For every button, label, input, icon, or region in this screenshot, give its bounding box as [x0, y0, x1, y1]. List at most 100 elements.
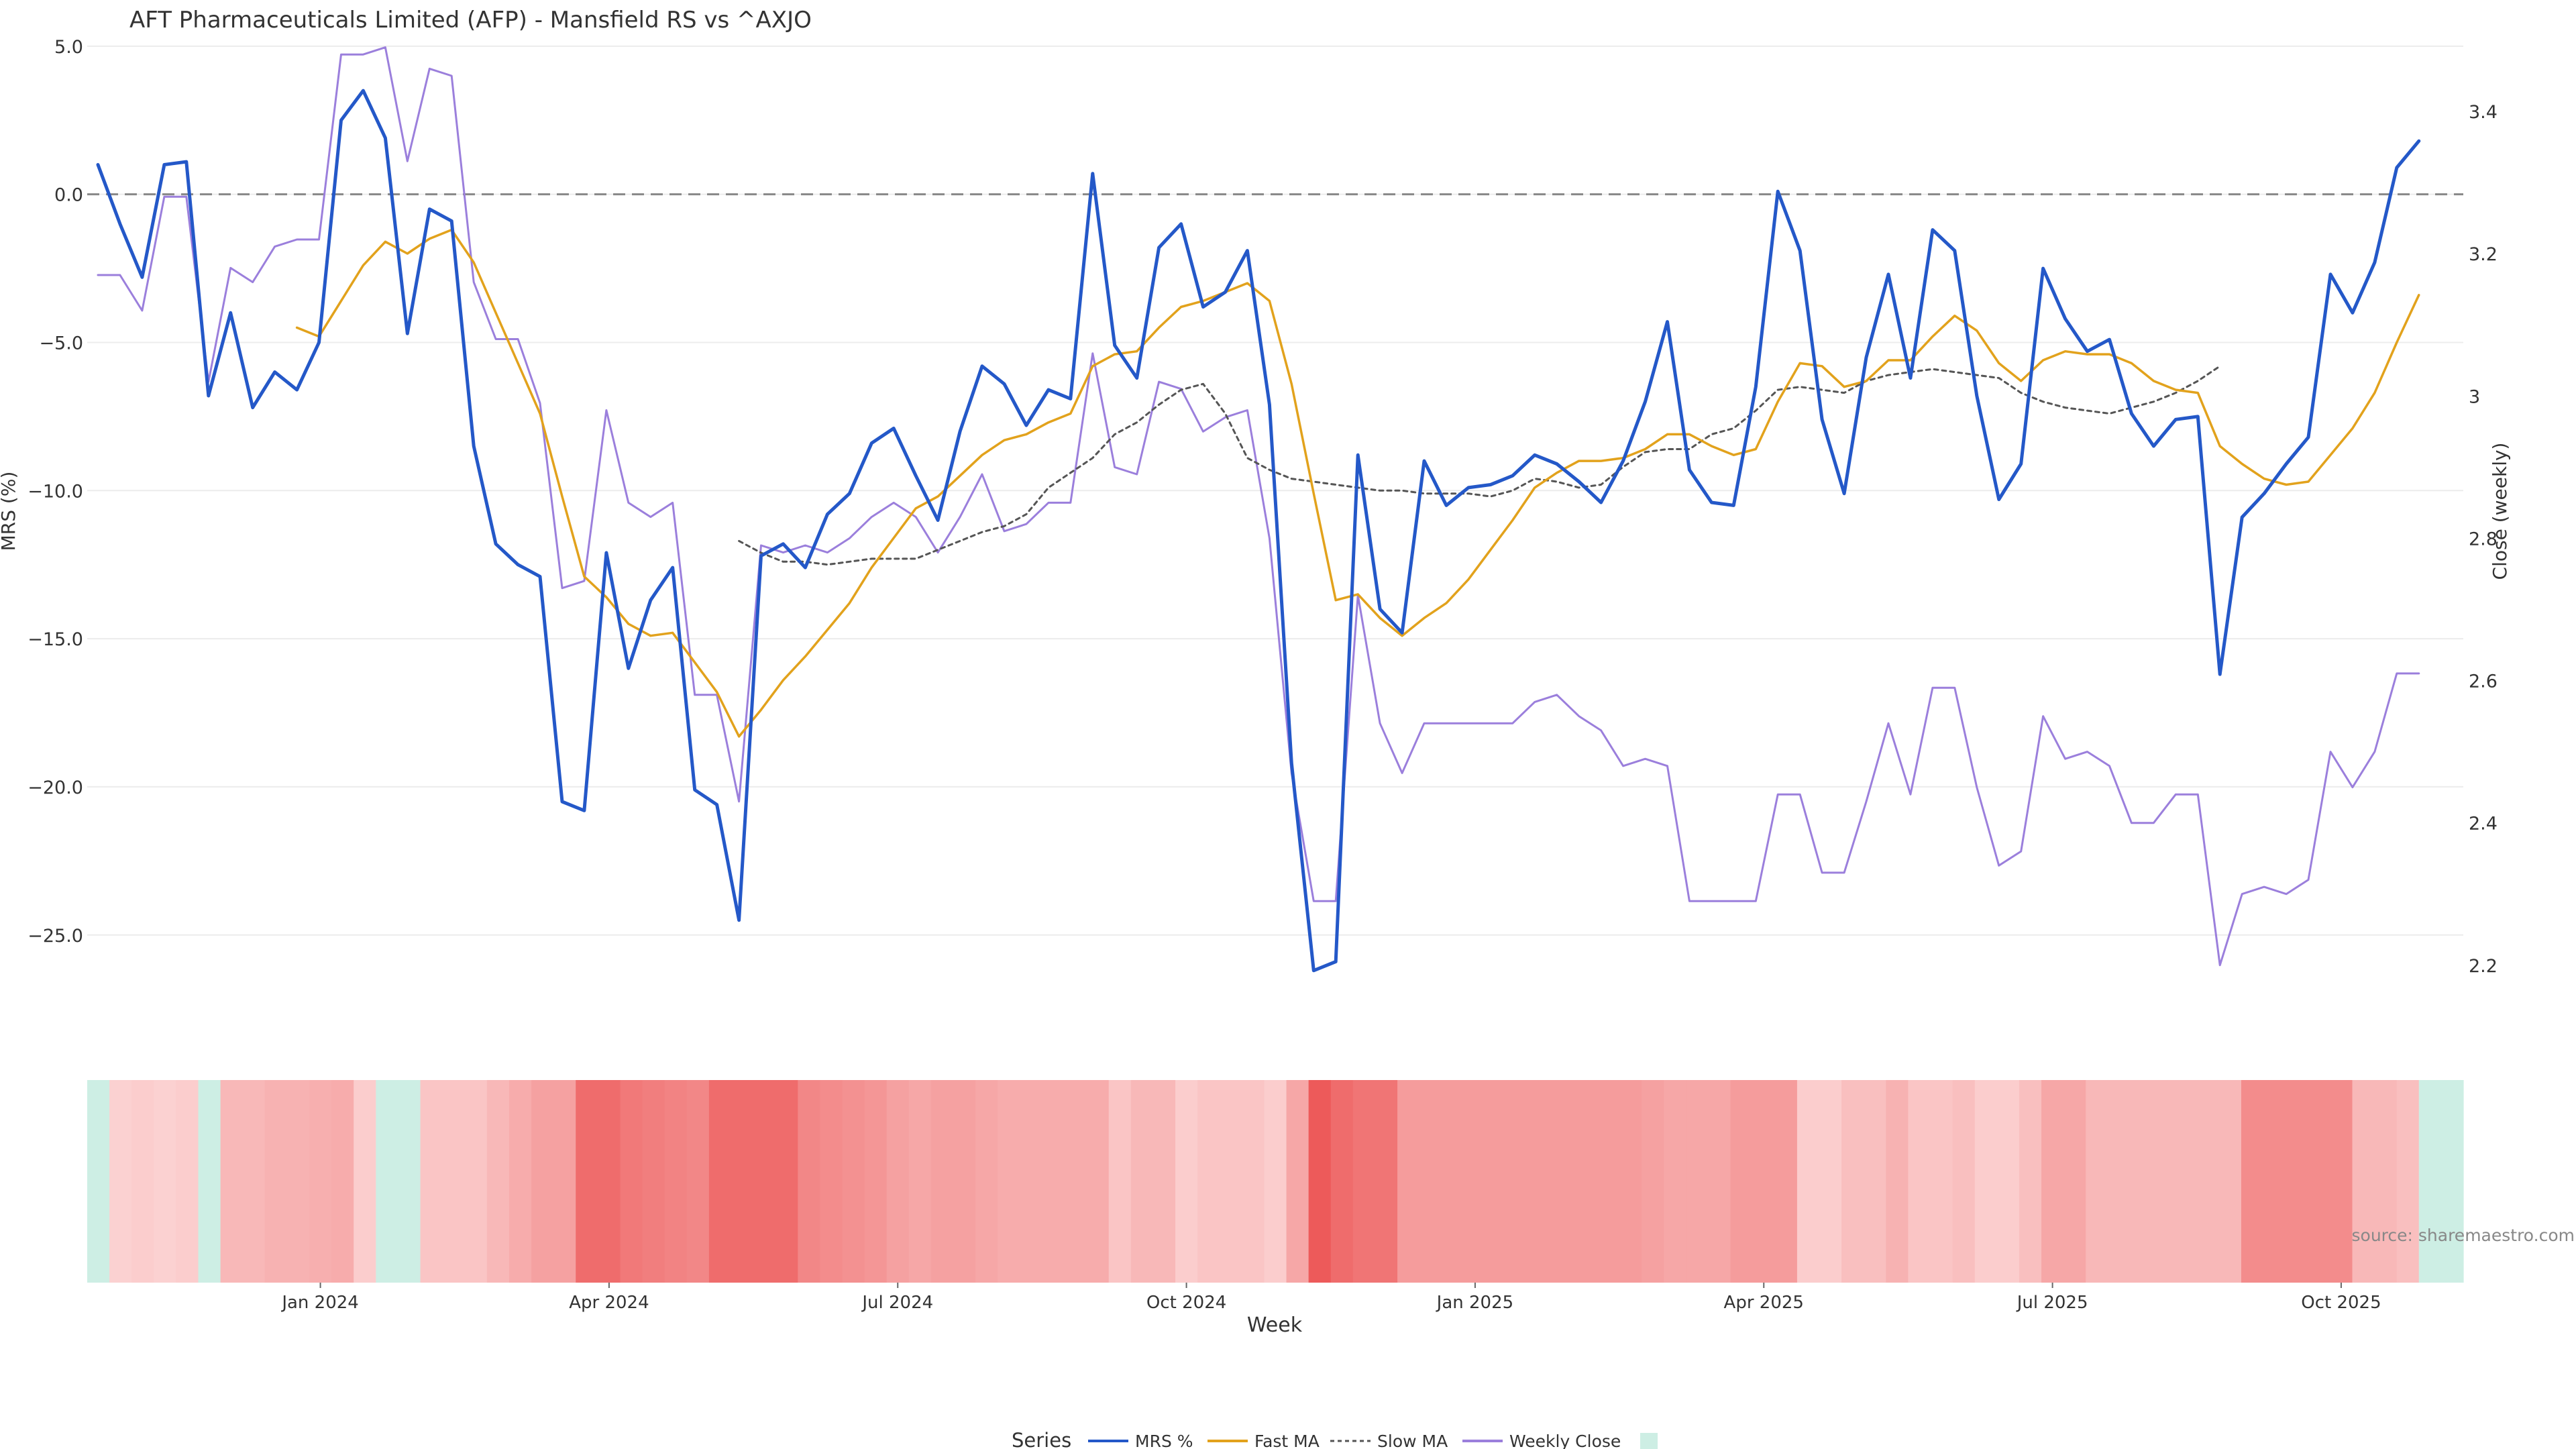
x-tick-label: Jul 2024	[861, 1293, 933, 1313]
heat-cell	[1930, 1080, 1953, 1283]
heat-cell	[2418, 1080, 2442, 1283]
heat-cell	[798, 1080, 820, 1283]
heat-cell	[842, 1080, 865, 1283]
series-slow-ma	[738, 365, 2221, 566]
heat-cell	[442, 1080, 466, 1283]
right-y-axis-label: Close (weekly)	[2489, 443, 2511, 580]
heat-cell	[154, 1080, 177, 1283]
heat-cell	[2108, 1080, 2131, 1283]
heat-cell	[1796, 1080, 1820, 1283]
heat-cell	[486, 1080, 510, 1283]
heat-cell	[1064, 1080, 1087, 1283]
heat-cell	[1730, 1080, 1754, 1283]
heat-cell	[464, 1080, 488, 1283]
heat-cell	[1152, 1080, 1176, 1283]
heat-cell	[376, 1080, 399, 1283]
heat-cell	[1286, 1080, 1309, 1283]
legend-item-label: Fast MA	[1254, 1432, 1320, 1449]
left-y-tick-label: −25.0	[28, 926, 83, 947]
heat-cell	[1708, 1080, 1731, 1283]
x-tick-label: Apr 2024	[569, 1293, 649, 1313]
right-y-axis: 3.4 3.2 3 2.8 2.6 2.4 2.2 Close (weekly)	[2469, 102, 2511, 977]
heat-cell	[354, 1080, 376, 1283]
right-y-tick-label: 3	[2469, 386, 2480, 407]
heat-cell	[576, 1080, 598, 1283]
right-y-tick-label: 2.2	[2469, 956, 2498, 977]
heat-cell	[2041, 1080, 2064, 1283]
heat-cell	[87, 1080, 110, 1283]
heat-cell	[775, 1080, 798, 1283]
legend-title: Series	[1012, 1429, 1071, 1449]
left-y-tick-label: −15.0	[28, 629, 83, 650]
heat-cell	[753, 1080, 776, 1283]
heat-cell	[1442, 1080, 1464, 1283]
heat-cell	[2196, 1080, 2220, 1283]
left-y-tick-label: −5.0	[39, 333, 83, 354]
heat-cell	[820, 1080, 843, 1283]
heat-cell	[398, 1080, 421, 1283]
heat-cell	[1108, 1080, 1132, 1283]
legend-item-label: MRS %	[1135, 1432, 1193, 1449]
heat-cell	[1175, 1080, 1198, 1283]
heat-cell	[1908, 1080, 1931, 1283]
heat-cell	[286, 1080, 310, 1283]
heat-cell	[642, 1080, 665, 1283]
heat-cell	[109, 1080, 132, 1283]
heat-cell	[2174, 1080, 2198, 1283]
heat-cell	[1774, 1080, 1798, 1283]
heat-cell	[1619, 1080, 1642, 1283]
heat-cell	[1530, 1080, 1554, 1283]
heat-cell	[2241, 1080, 2264, 1283]
heat-cell	[1642, 1080, 1664, 1283]
x-tick-label: Jul 2025	[2016, 1293, 2088, 1313]
heat-cell	[1352, 1080, 1376, 1283]
heat-cell	[331, 1080, 354, 1283]
heat-cell	[2440, 1080, 2464, 1283]
heat-cell	[131, 1080, 154, 1283]
heat-cell	[198, 1080, 221, 1283]
heat-cell	[531, 1080, 554, 1283]
heat-cell	[309, 1080, 332, 1283]
heat-cell	[2086, 1080, 2108, 1283]
right-y-tick-label: 2.4	[2469, 814, 2498, 835]
heat-cell	[2374, 1080, 2398, 1283]
heat-cell	[1464, 1080, 1487, 1283]
legend-item-label: Weekly Close	[1509, 1432, 1621, 1449]
heat-cell	[1552, 1080, 1576, 1283]
heat-cell	[1664, 1080, 1686, 1283]
heat-cell	[708, 1080, 732, 1283]
heat-cell	[731, 1080, 754, 1283]
series-fast-ma	[295, 228, 2420, 738]
heat-cell	[2330, 1080, 2353, 1283]
heat-cell	[1197, 1080, 1220, 1283]
heat-cell	[1220, 1080, 1242, 1283]
heat-cell	[1242, 1080, 1265, 1283]
heat-cell	[1597, 1080, 1620, 1283]
heat-cell	[1308, 1080, 1332, 1283]
heat-cell	[1752, 1080, 1776, 1283]
right-y-tick-label: 3.4	[2469, 102, 2498, 123]
legend-item-label: Slow MA	[1377, 1432, 1448, 1449]
x-tick-label: Oct 2025	[2301, 1293, 2381, 1313]
x-axis: Jan 2024 Apr 2024 Jul 2024 Oct 2024 Jan 2025…	[280, 1283, 2381, 1313]
heat-cell	[2152, 1080, 2176, 1283]
heat-cell	[2396, 1080, 2420, 1283]
heat-cell	[1686, 1080, 1709, 1283]
x-tick-label: Jan 2024	[280, 1293, 359, 1313]
heat-cell	[1886, 1080, 1909, 1283]
heat-cell	[553, 1080, 576, 1283]
heat-cell	[908, 1080, 932, 1283]
heat-cell	[1042, 1080, 1065, 1283]
heat-cell	[1397, 1080, 1420, 1283]
heat-cell	[1130, 1080, 1154, 1283]
left-y-tick-label: 5.0	[54, 37, 83, 58]
right-y-tick-label: 2.6	[2469, 672, 2498, 692]
heat-cell	[1330, 1080, 1354, 1283]
x-axis-label: Week	[1247, 1313, 1303, 1337]
right-y-tick-label: 2.8	[2469, 529, 2498, 549]
left-y-axis: 5.0 0.0 −5.0 −10.0 −15.0 −20.0 −25.0 MRS (%)	[0, 37, 83, 947]
heat-cell	[508, 1080, 532, 1283]
heat-cell	[975, 1080, 998, 1283]
heat-cell	[620, 1080, 643, 1283]
heat-strip	[87, 1080, 2464, 1283]
